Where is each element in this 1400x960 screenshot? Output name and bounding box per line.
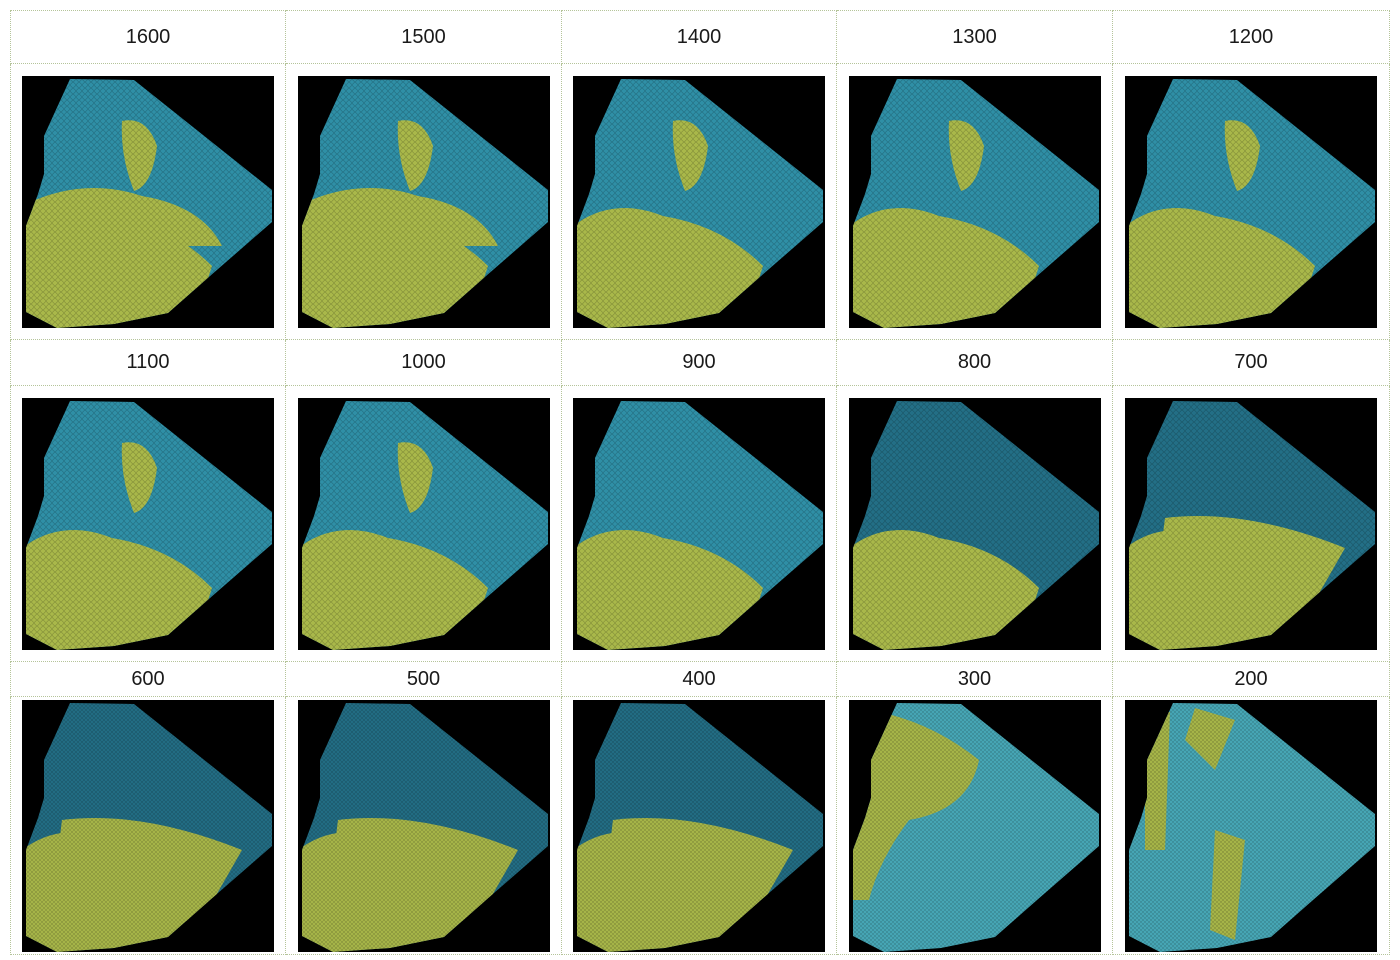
panel-label: 400	[561, 661, 837, 697]
panel-cell	[10, 385, 286, 662]
panel-label: 1400	[561, 10, 837, 64]
label-row-2: 1100 1000 900 800 700	[10, 339, 1390, 386]
panel-label: 900	[561, 339, 837, 386]
mesh-drawing	[26, 78, 272, 328]
mesh-image	[573, 699, 825, 952]
panel-label: 1200	[1112, 10, 1390, 64]
panel-label: 500	[285, 661, 562, 697]
mesh-drawing	[577, 400, 823, 650]
panel-cell	[1112, 63, 1390, 340]
panel-cell	[561, 63, 837, 340]
mesh-texture	[26, 400, 272, 650]
panel-cell	[10, 63, 286, 340]
mesh-image	[297, 699, 550, 952]
mesh-texture	[301, 400, 548, 650]
mesh-image	[1125, 75, 1377, 328]
mesh-drawing	[577, 78, 823, 328]
panel-label: 1300	[836, 10, 1113, 64]
panel-cell	[561, 696, 837, 955]
mesh-texture	[1129, 78, 1375, 328]
mesh-image	[1125, 699, 1377, 952]
panel-label: 1100	[10, 339, 286, 386]
mesh-image	[22, 75, 274, 328]
panel-label: 1000	[285, 339, 562, 386]
mesh-texture	[1129, 400, 1375, 650]
image-grid: 1600 1500 1400 1300 1200 1100 1000 900 8…	[10, 10, 1390, 955]
panel-cell	[1112, 385, 1390, 662]
panel-cell	[10, 696, 286, 955]
mesh-texture	[577, 702, 823, 952]
mesh-texture	[1129, 702, 1375, 952]
panel-label: 200	[1112, 661, 1390, 697]
panel-label: 1600	[10, 10, 286, 64]
image-row-2	[10, 385, 1390, 662]
panel-cell	[836, 63, 1113, 340]
mesh-texture	[852, 78, 1099, 328]
mesh-image	[848, 75, 1101, 328]
mesh-drawing	[1129, 702, 1375, 952]
mesh-drawing	[852, 78, 1099, 328]
panel-label: 700	[1112, 339, 1390, 386]
image-row-3	[10, 696, 1390, 955]
mesh-drawing	[26, 400, 272, 650]
mesh-drawing	[577, 702, 823, 952]
mesh-texture	[577, 400, 823, 650]
panel-cell	[285, 385, 562, 662]
mesh-texture	[852, 400, 1099, 650]
panel-label: 1500	[285, 10, 562, 64]
mesh-texture	[577, 78, 823, 328]
mesh-image	[1125, 397, 1377, 650]
mesh-texture	[301, 702, 548, 952]
mesh-image	[848, 699, 1101, 952]
panel-cell	[285, 63, 562, 340]
mesh-image	[22, 397, 274, 650]
mesh-image	[573, 75, 825, 328]
mesh-texture	[852, 702, 1099, 952]
mesh-texture	[26, 702, 272, 952]
mesh-texture	[301, 78, 548, 328]
mesh-drawing	[852, 400, 1099, 650]
mesh-texture	[26, 78, 272, 328]
panel-label: 600	[10, 661, 286, 697]
panel-cell	[836, 696, 1113, 955]
mesh-image	[573, 397, 825, 650]
panel-cell	[1112, 696, 1390, 955]
mesh-drawing	[1129, 78, 1375, 328]
mesh-drawing	[301, 702, 548, 952]
mesh-image	[297, 75, 550, 328]
panel-label: 800	[836, 339, 1113, 386]
mesh-image	[297, 397, 550, 650]
panel-cell	[561, 385, 837, 662]
image-row-1	[10, 63, 1390, 340]
panel-label: 300	[836, 661, 1113, 697]
mesh-drawing	[852, 702, 1099, 952]
mesh-drawing	[301, 400, 548, 650]
label-row-3: 600 500 400 300 200	[10, 661, 1390, 697]
mesh-drawing	[1129, 400, 1375, 650]
mesh-drawing	[26, 702, 272, 952]
mesh-image	[22, 699, 274, 952]
label-row-1: 1600 1500 1400 1300 1200	[10, 10, 1390, 64]
panel-cell	[285, 696, 562, 955]
mesh-image	[848, 397, 1101, 650]
panel-cell	[836, 385, 1113, 662]
mesh-drawing	[301, 78, 548, 328]
